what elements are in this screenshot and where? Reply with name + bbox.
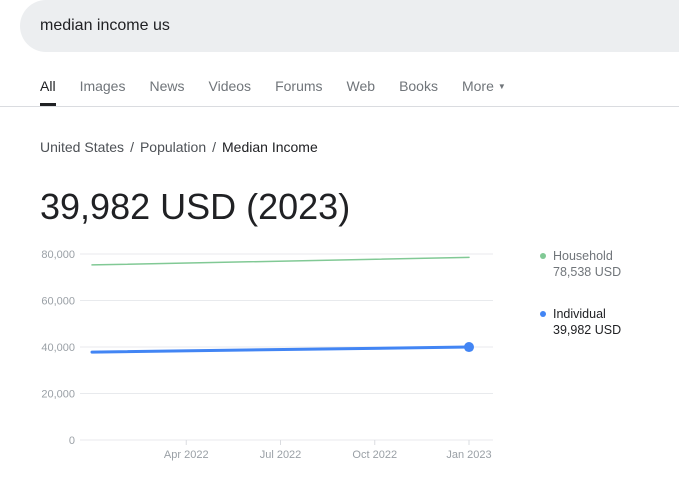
y-tick-label: 0 [69,435,75,447]
series-point-individual [464,342,474,353]
divider [0,106,679,107]
legend-value: 39,982 USD [553,323,622,337]
y-tick-label: 40,000 [41,342,75,354]
tab-more[interactable]: More ▼ [462,78,506,106]
legend-value: 78,538 USD [553,265,622,279]
x-tick-label: Apr 2022 [164,449,209,461]
search-box[interactable]: median income us [20,0,679,52]
tab-forums[interactable]: Forums [275,78,323,94]
legend-name: Individual [553,307,606,321]
legend-household[interactable]: Household 78,538 USD [540,248,621,280]
tab-more-label: More [461,78,494,94]
tab-web[interactable]: Web [346,78,376,94]
legend-dot-individual [540,311,546,317]
breadcrumb-united-states[interactable]: United States [40,139,125,155]
tab-news[interactable]: News [149,78,185,94]
y-tick-label: 80,000 [41,249,75,261]
y-tick-label: 20,000 [41,389,75,401]
breadcrumb-median-income: Median Income [222,139,318,155]
tab-images[interactable]: Images [79,78,126,94]
x-tick-label: Oct 2022 [352,449,397,461]
x-tick-label: Jan 2023 [446,449,491,461]
search-tabs: All Images News Videos Forums Web Books … [40,78,530,106]
breadcrumb-population[interactable]: Population [139,139,207,155]
search-input[interactable]: median income us [40,17,170,34]
breadcrumb: United States / Population / Median Income [40,139,318,155]
legend-individual[interactable]: Individual 39,982 USD [540,306,621,338]
tab-all[interactable]: All [40,78,56,106]
y-tick-label: 60,000 [41,296,75,308]
legend-dot-household [540,253,546,259]
x-tick-label: Jul 2022 [260,449,302,461]
tab-videos[interactable]: Videos [208,78,252,94]
series-line-household [91,256,470,266]
tab-books[interactable]: Books [399,78,438,94]
headline-value: 39,982 USD (2023) [40,186,351,227]
legend-name: Household [553,249,613,263]
income-chart[interactable]: 0 20,000 40,000 60,000 80,000 Apr 2022 Jul 202… [0,0,520,470]
caret-down-icon: ▼ [497,82,506,91]
series-line-individual [90,345,471,354]
